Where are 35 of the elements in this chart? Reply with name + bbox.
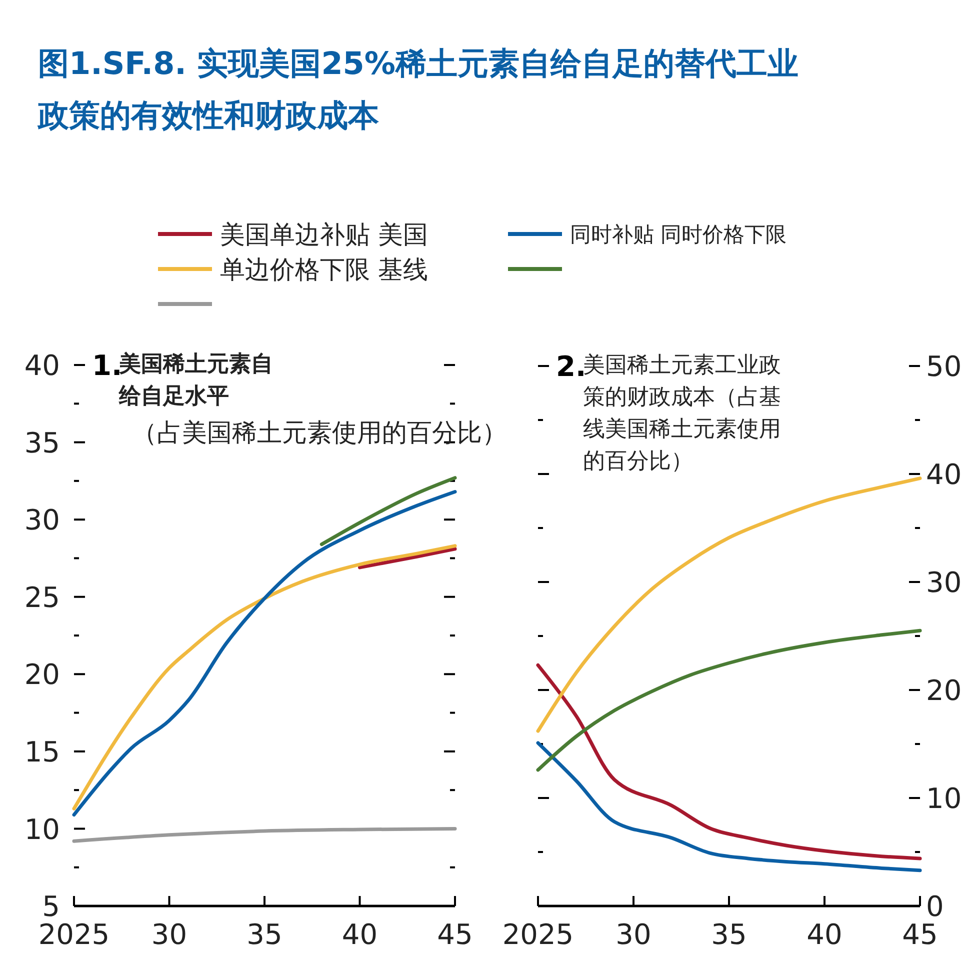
y2-tick-label: 20: [926, 674, 962, 708]
annotation: （占美国稀土元素使用的百分比）: [132, 418, 507, 447]
x-tick-label: 30: [616, 918, 652, 951]
y-tick-label: 25: [24, 580, 60, 614]
line-series: [536, 663, 922, 860]
legend-label: 单边价格下限 基线: [220, 255, 428, 284]
line-series: [72, 544, 457, 810]
y-tick-label: 35: [24, 426, 60, 460]
x-tick-label: 35: [711, 918, 747, 951]
x-tick-label: 40: [806, 918, 842, 951]
y2-tick-label: 30: [926, 566, 962, 600]
y-tick-label: 20: [24, 658, 60, 692]
y-tick-label: 10: [24, 812, 60, 846]
legend-label: 同时补贴 同时价格下限: [570, 222, 787, 247]
line-series: [536, 628, 922, 772]
legend-label: 美国单边补贴 美国: [220, 220, 428, 249]
line-series: [320, 476, 457, 546]
y2-tick-label: 50: [926, 350, 962, 384]
line-series: [536, 741, 922, 872]
line-series: [72, 490, 457, 817]
line-series: [536, 476, 922, 733]
chart-title: 图1.SF.8. 实现美国25%稀土元素自给自足的替代工业政策的有效性和财政成本: [37, 46, 798, 134]
x-tick-label: 40: [342, 918, 378, 951]
x-tick-label: 35: [246, 918, 282, 951]
x-tick-label: 2025: [502, 918, 574, 951]
text: 2.美国稀土元素工业政策的财政成本（占基线美国稀土元素使用的百分比）: [556, 350, 781, 474]
line-series: [72, 826, 457, 843]
chart-subtitle: 1.美国稀土元素自给自足水平: [92, 349, 273, 409]
y-tick-label: 15: [24, 736, 60, 769]
y2-tick-label: 40: [926, 458, 962, 492]
y2-tick-label: 10: [926, 782, 962, 816]
y-tick-label: 40: [24, 349, 60, 382]
x-tick-label: 30: [151, 918, 188, 951]
y-tick-label: 30: [24, 504, 60, 537]
x-tick-label: 45: [437, 918, 473, 951]
